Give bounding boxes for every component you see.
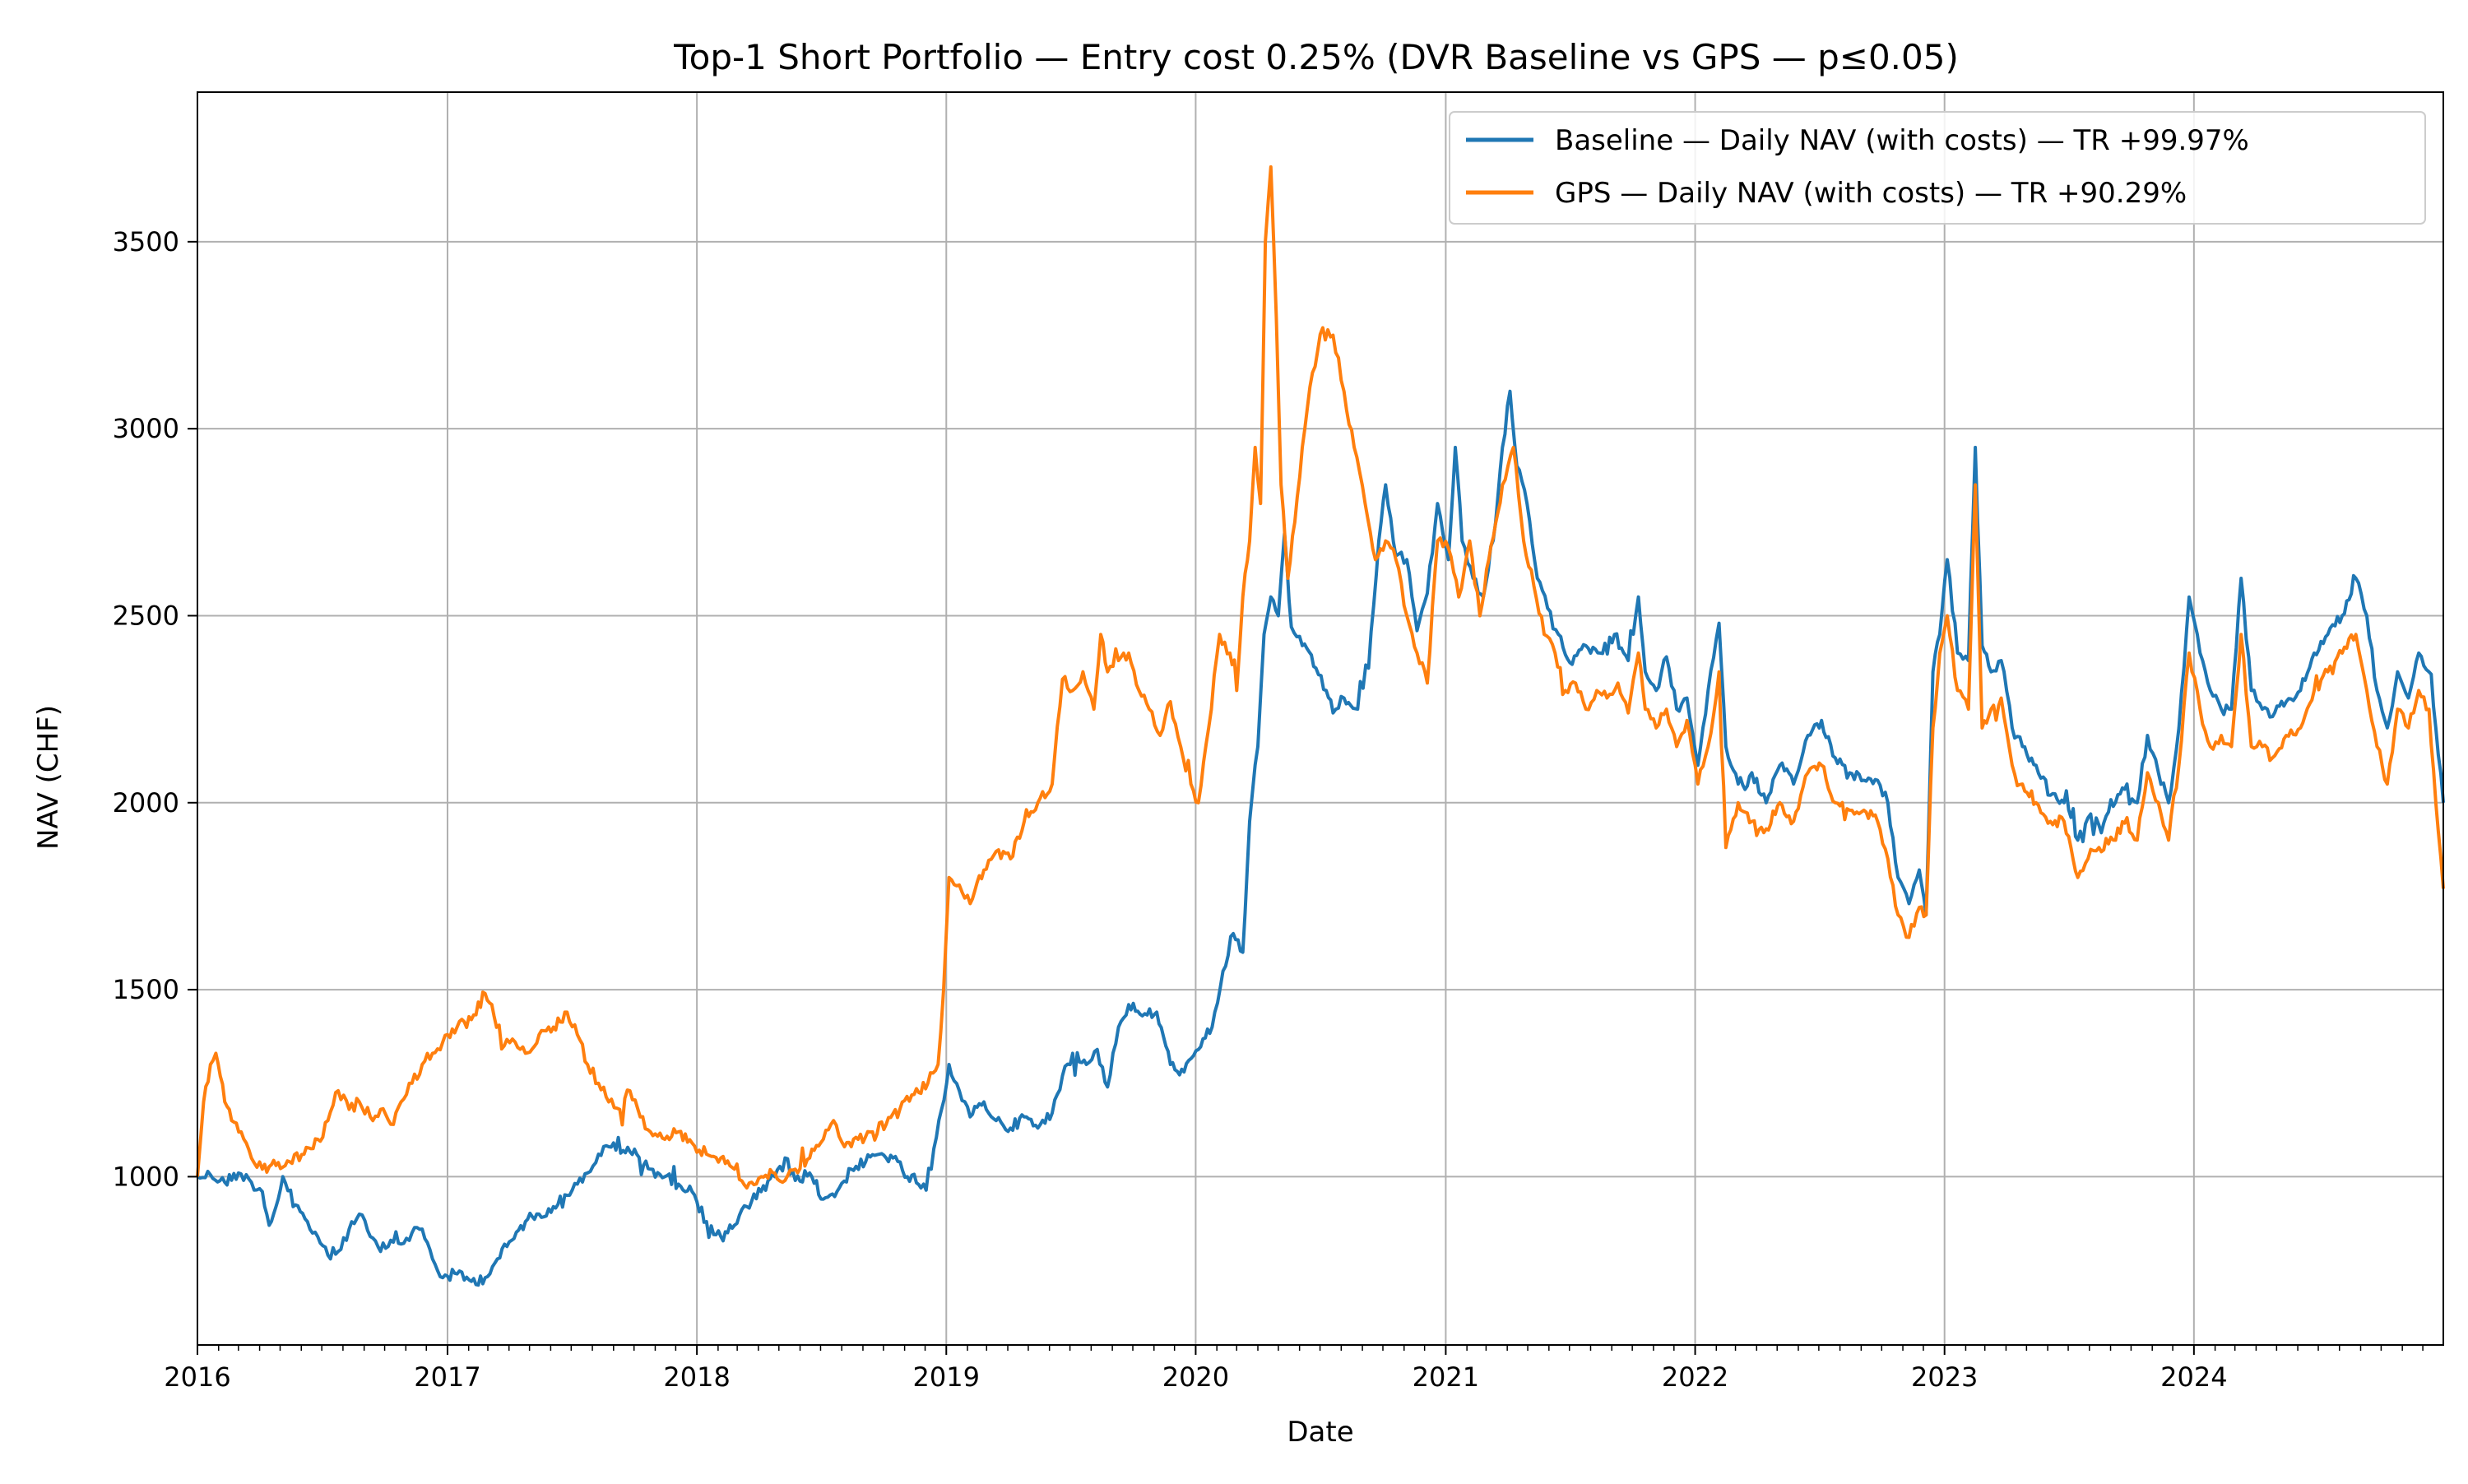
y-tick-label-2000: 2000 <box>113 787 179 819</box>
x-tick-label-2016: 2016 <box>164 1361 230 1393</box>
grid <box>197 92 2443 1345</box>
x-tick-label-2019: 2019 <box>913 1361 980 1393</box>
y-tick-label-3500: 3500 <box>113 226 179 257</box>
legend: Baseline — Daily NAV (with costs) — TR +… <box>1449 111 2426 225</box>
x-tick-label-2022: 2022 <box>1662 1361 1728 1393</box>
x-tick-label-2021: 2021 <box>1413 1361 1479 1393</box>
x-tick-label-2020: 2020 <box>1162 1361 1229 1393</box>
y-tick-label-1500: 1500 <box>113 974 179 1005</box>
series-line-gps <box>196 165 2445 1190</box>
y-tick-label-1000: 1000 <box>113 1161 179 1192</box>
legend-box <box>1449 111 2426 225</box>
x-tick-label-2023: 2023 <box>1911 1361 1978 1393</box>
x-axis-label: Date <box>1287 1416 1353 1449</box>
series-line-baseline <box>197 389 2445 1287</box>
y-tick-label-2500: 2500 <box>113 600 179 631</box>
legend-entry-gps: GPS — Daily NAV (with costs) — TR +90.29… <box>1555 177 2187 210</box>
axis-ticks <box>188 240 2424 1355</box>
y-tick-label-3000: 3000 <box>113 413 179 444</box>
y-axis-label: NAV (CHF) <box>32 705 65 850</box>
x-tick-label-2024: 2024 <box>2160 1361 2227 1393</box>
series-lines <box>196 165 2445 1287</box>
x-tick-label-2017: 2017 <box>414 1361 480 1393</box>
chart-title: Top-1 Short Portfolio — Entry cost 0.25%… <box>673 37 1959 77</box>
x-tick-label-2018: 2018 <box>663 1361 730 1393</box>
legend-entry-baseline: Baseline — Daily NAV (with costs) — TR +… <box>1555 124 2249 157</box>
tick-labels: 2016 2017 2018 2019 2020 2021 2022 2023 2024 1000… <box>113 226 2228 1393</box>
